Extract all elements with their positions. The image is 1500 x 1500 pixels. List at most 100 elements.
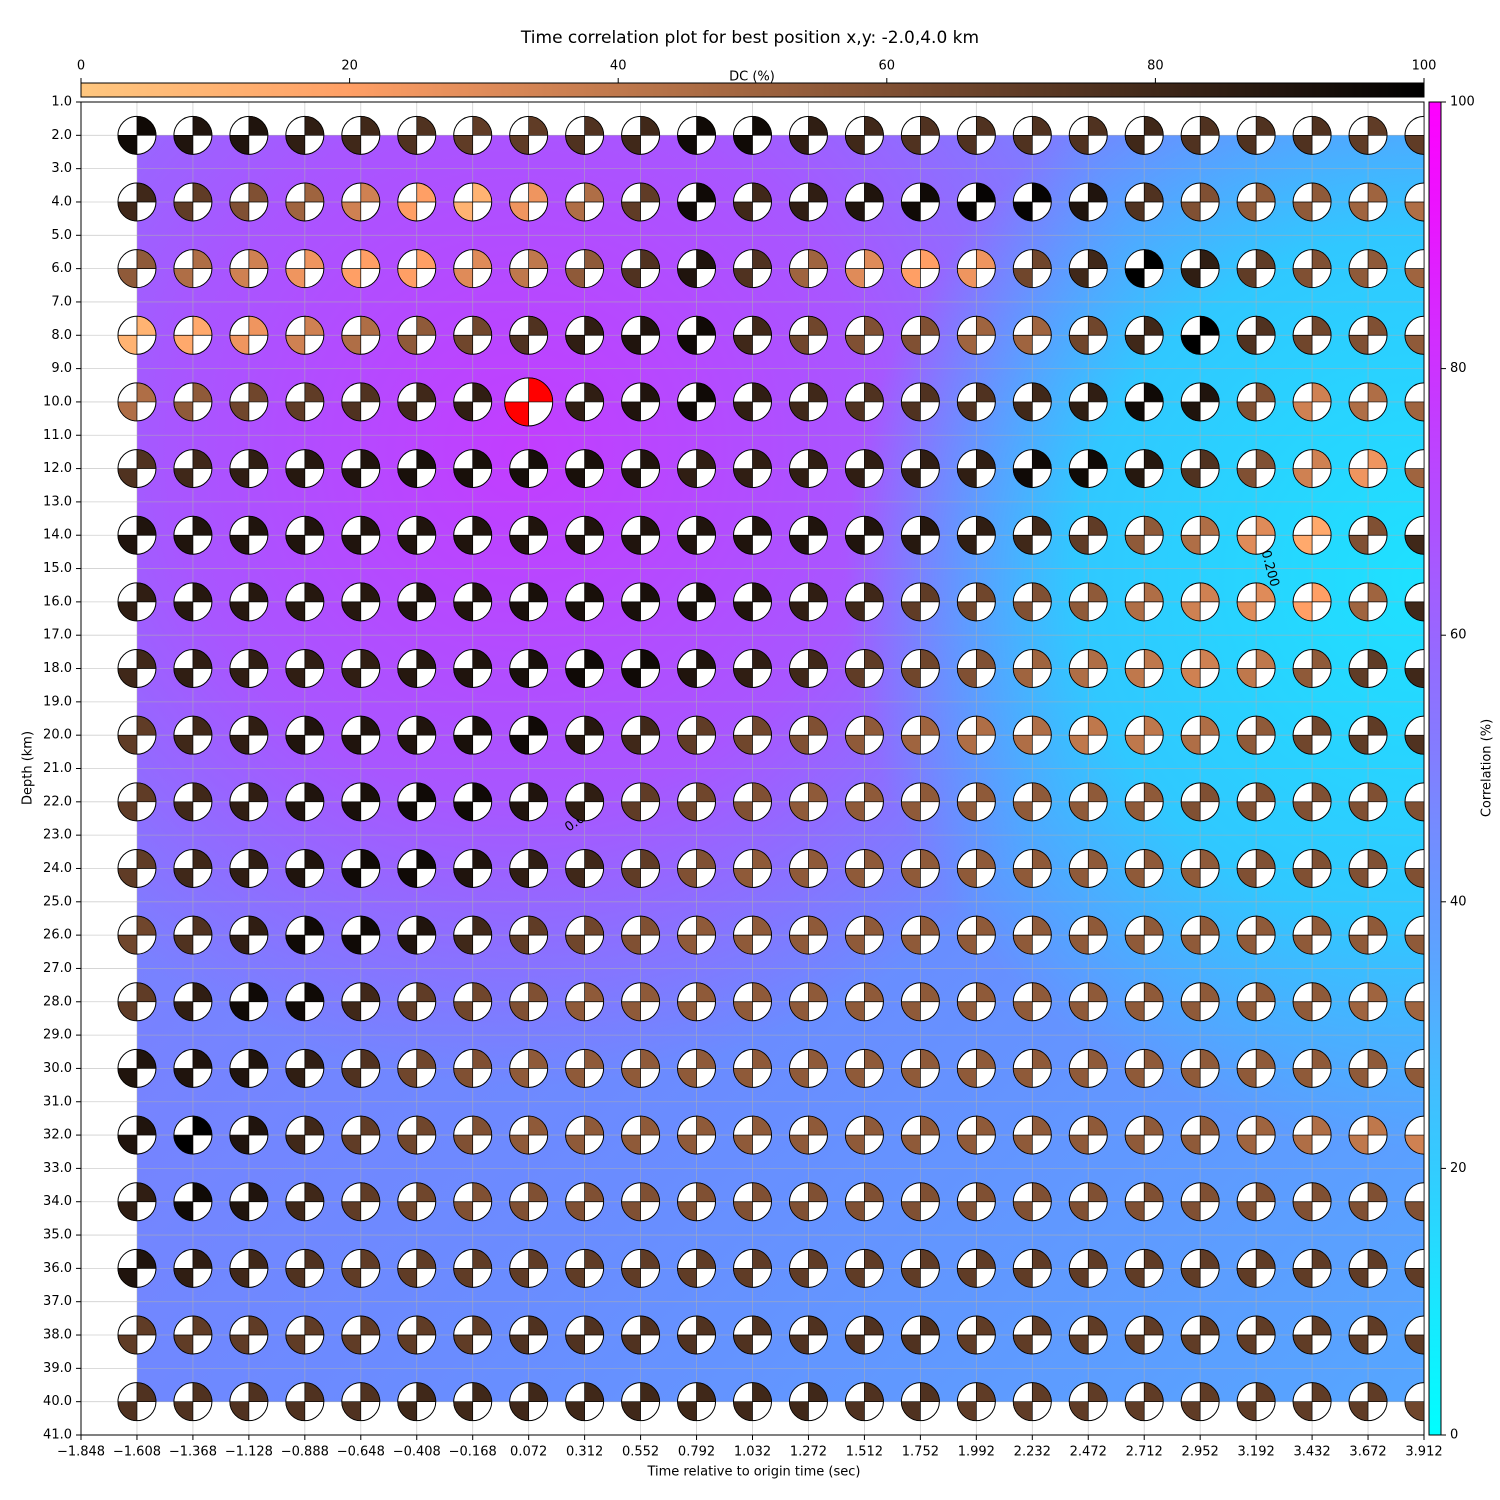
beachball [229, 315, 269, 355]
beachball-quadrants [1292, 1315, 1332, 1355]
beachball [956, 449, 996, 489]
beachball-quadrants [285, 715, 325, 755]
beachball [1236, 115, 1276, 155]
beachball-quadrants [1292, 1049, 1332, 1088]
y-tick-label: 34.0 [43, 1194, 72, 1209]
beachball [453, 582, 493, 622]
beachball-quadrants [1404, 782, 1424, 822]
beachball [229, 1315, 269, 1355]
beachball [1180, 1315, 1220, 1355]
beachball-quadrants [1124, 1182, 1164, 1222]
beachball-quadrants [845, 515, 884, 555]
beachball-quadrants [621, 115, 660, 155]
beachball [1012, 249, 1052, 289]
y-tick-label: 19.0 [43, 694, 72, 709]
beachball [1236, 382, 1276, 422]
beachball [788, 1248, 828, 1288]
beachball-quadrants [341, 449, 381, 488]
x-tick-label: 3.192 [1238, 1445, 1275, 1460]
beachball-quadrants [341, 1115, 381, 1155]
beachball-quadrants [621, 315, 660, 355]
beachball [844, 582, 884, 622]
beachball-quadrants [565, 849, 604, 888]
beachball [1012, 1248, 1052, 1288]
beachball [788, 1115, 828, 1155]
beachball [1348, 582, 1388, 622]
beachball [621, 715, 661, 755]
beachball [509, 715, 549, 755]
beachball-quadrants [956, 249, 996, 288]
y-tick-label: 31.0 [43, 1094, 72, 1109]
beachball [117, 182, 157, 222]
y-tick-label: 22.0 [43, 794, 72, 809]
beachball [677, 782, 717, 822]
beachball-quadrants [509, 1049, 549, 1088]
beachball [1404, 1048, 1424, 1088]
beachball [1012, 449, 1052, 489]
beachball [285, 1248, 325, 1288]
beachball-quadrants [285, 582, 325, 622]
beachball [621, 915, 661, 955]
beachball-quadrants [1180, 115, 1220, 155]
beachball-quadrants [1012, 582, 1052, 622]
beachball [1404, 982, 1424, 1022]
beachball-quadrants [845, 115, 884, 155]
beachball-quadrants [901, 649, 940, 688]
beachball [1068, 515, 1108, 555]
beachball [956, 649, 996, 689]
beachball-quadrants [397, 315, 437, 355]
beachball [733, 915, 772, 955]
beachball [1236, 848, 1276, 888]
beachball-quadrants [1012, 1315, 1052, 1355]
beachball [173, 715, 213, 755]
y-tick-label: 37.0 [43, 1294, 72, 1309]
beachball [621, 115, 661, 155]
beachball [565, 1382, 605, 1422]
beachball [397, 582, 437, 622]
beachball-quadrants [173, 1115, 213, 1155]
beachball-quadrants [117, 915, 157, 955]
beachball-quadrants [1124, 1115, 1164, 1155]
beachball [900, 1182, 940, 1222]
beachball-quadrants [1348, 515, 1388, 555]
beachball-quadrants [453, 782, 493, 822]
beachball-quadrants [677, 1249, 716, 1288]
beachball [1348, 649, 1388, 689]
beachball-quadrants [677, 1382, 716, 1422]
beachball-quadrants [621, 249, 660, 288]
beachball [956, 182, 996, 222]
beachball [285, 115, 325, 155]
x-tick-label: −0.408 [393, 1445, 441, 1460]
beachball-quadrants [1348, 182, 1388, 222]
beachball [1292, 382, 1332, 422]
beachball [1068, 1315, 1108, 1355]
beachball-quadrants [1404, 1249, 1424, 1288]
beachball-quadrants [453, 1049, 493, 1088]
beachball-quadrants [1236, 449, 1276, 488]
beachball [285, 982, 325, 1022]
beachball-quadrants [1236, 1049, 1276, 1088]
beachball [788, 715, 828, 755]
beachball [173, 315, 213, 355]
beachball-quadrants [733, 982, 772, 1022]
beachball-quadrants [1124, 1315, 1164, 1355]
beachball [621, 249, 661, 289]
beachball-quadrants [285, 449, 325, 488]
beachball-quadrants [509, 715, 549, 755]
beachball [509, 315, 549, 355]
beachball [285, 848, 325, 888]
beachball [844, 449, 884, 489]
beachball [565, 715, 605, 755]
beachball-quadrants [1348, 449, 1388, 488]
corr-tick-label: 100 [1450, 95, 1475, 110]
beachball-quadrants [397, 582, 437, 622]
beachball-quadrants [117, 1249, 157, 1288]
x-tick-label: 2.712 [1126, 1445, 1163, 1460]
beachball-quadrants [1180, 915, 1220, 955]
beachball-quadrants [173, 115, 213, 155]
beachball [509, 649, 549, 689]
beachball [1180, 1115, 1220, 1155]
corr-tick-label: 60 [1450, 628, 1467, 643]
beachball [1012, 115, 1052, 155]
beachball-quadrants [1068, 782, 1108, 822]
